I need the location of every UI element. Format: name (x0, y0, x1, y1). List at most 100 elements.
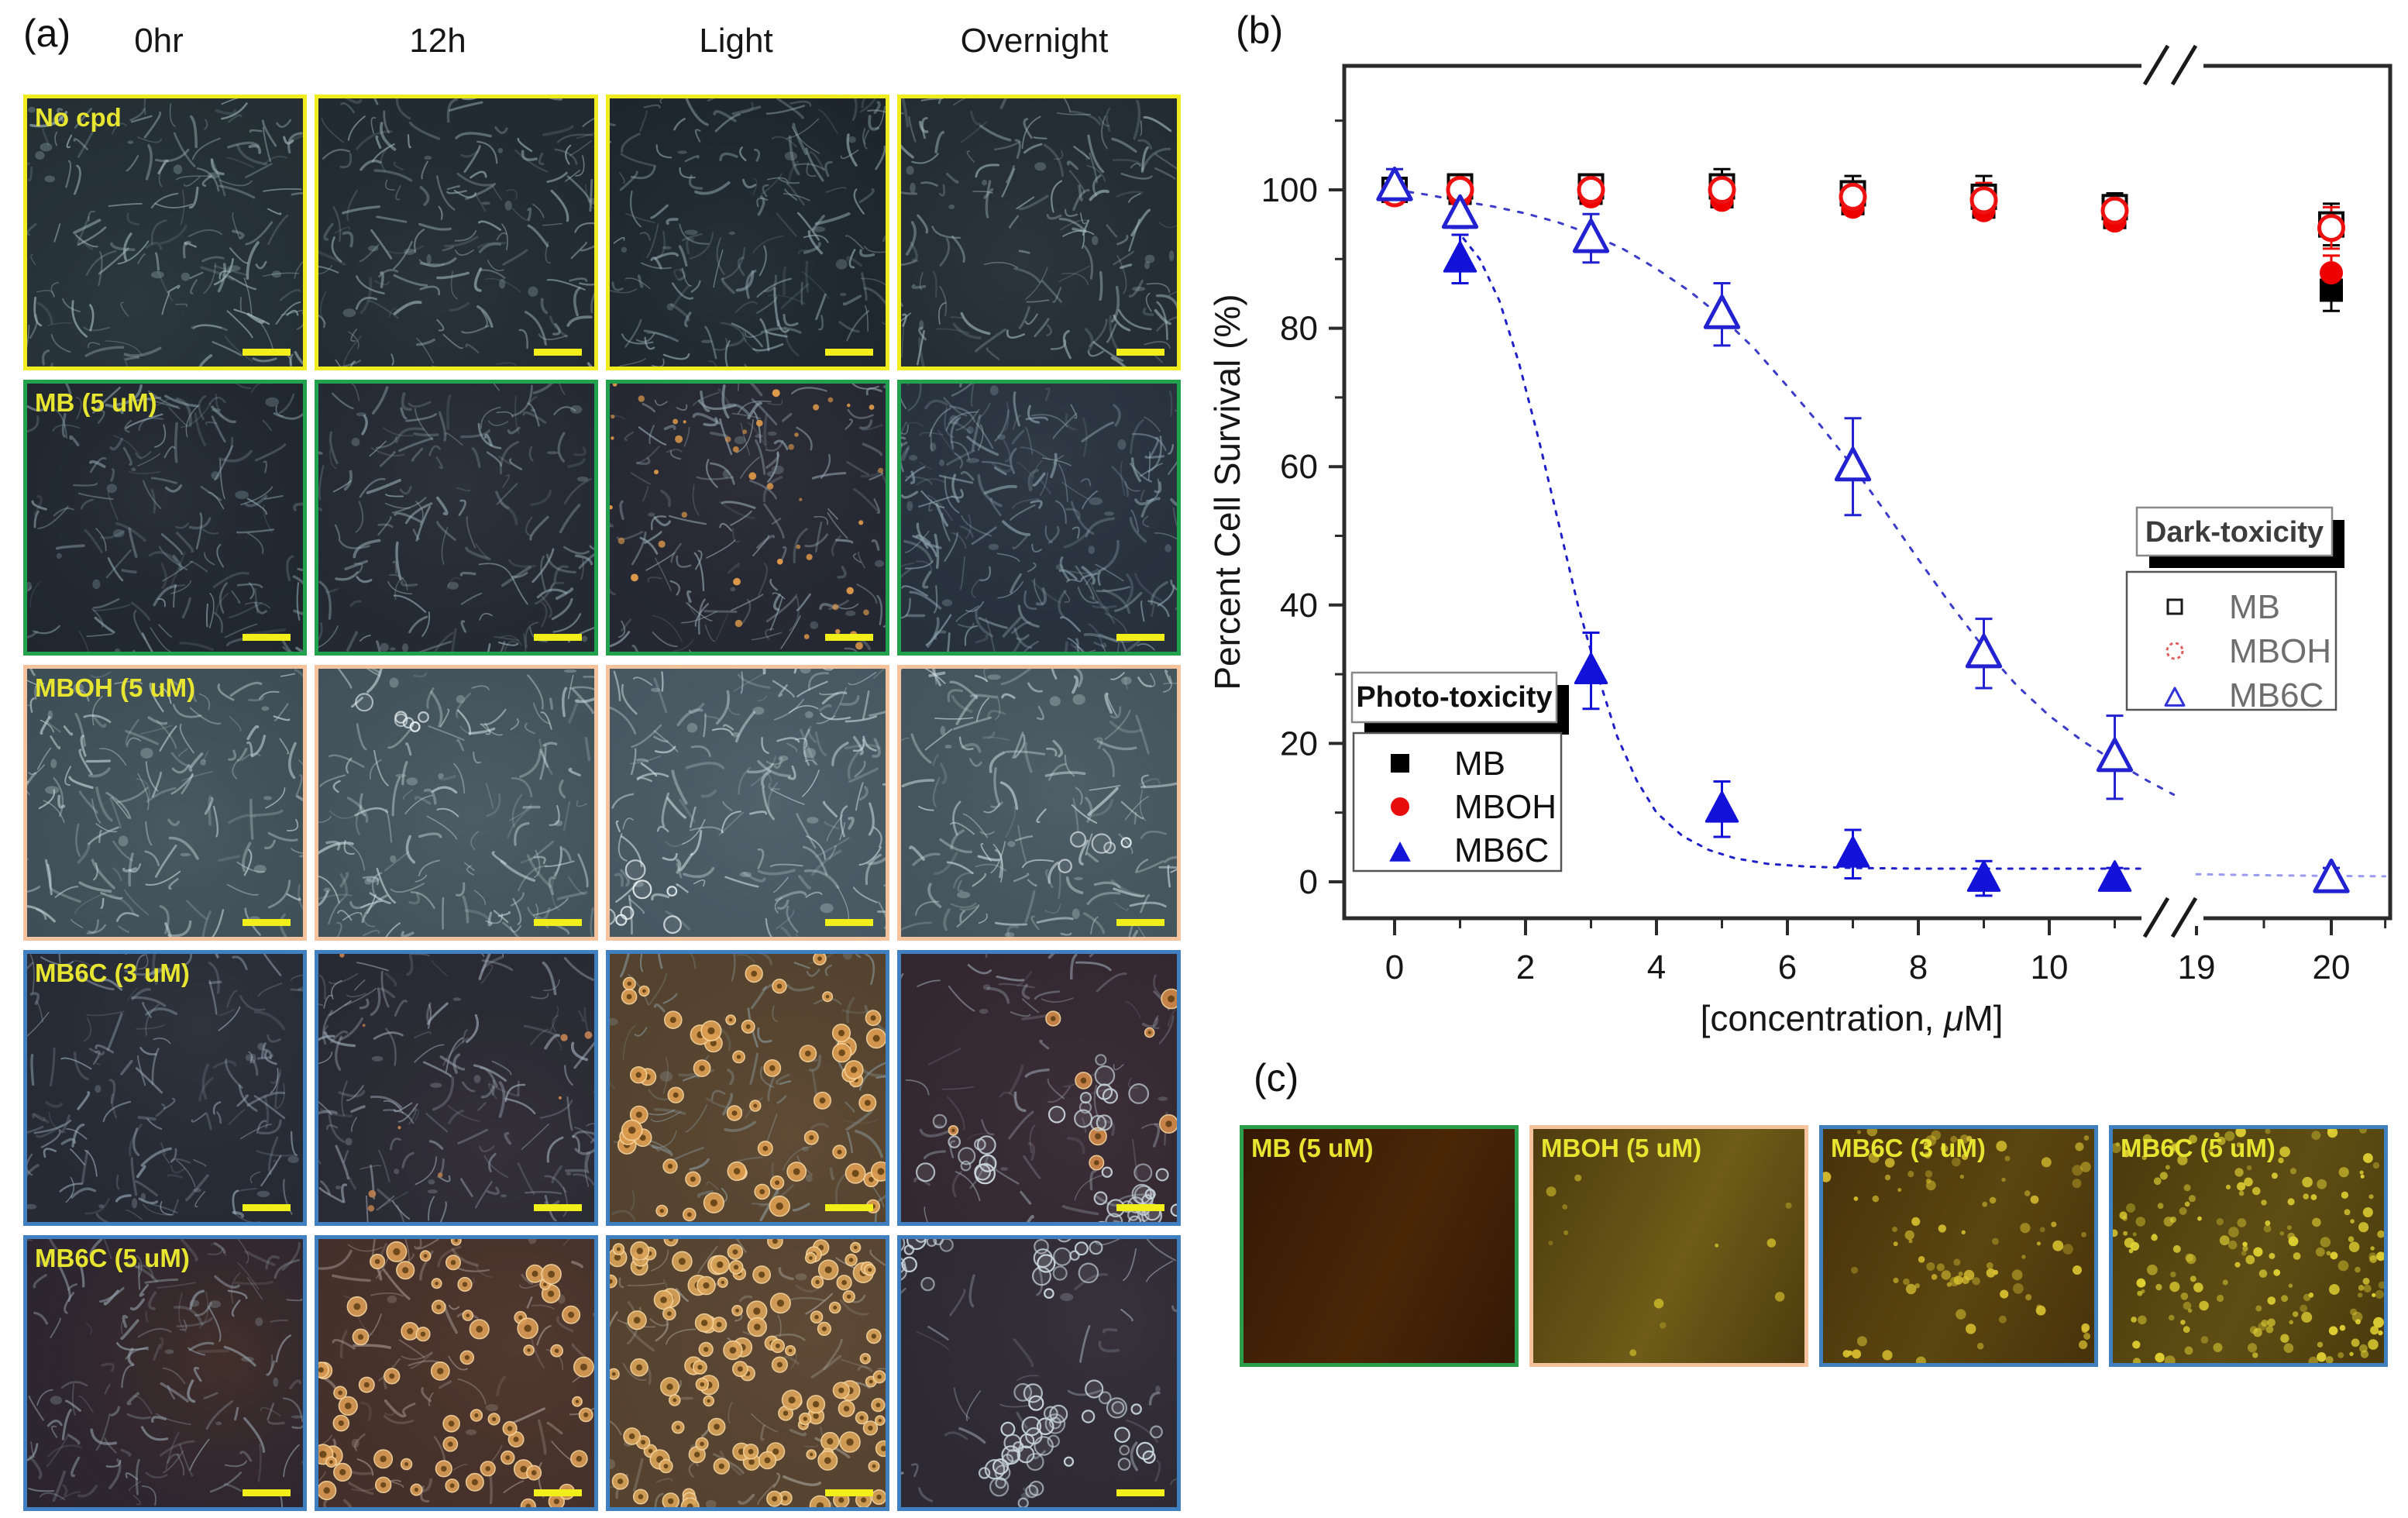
micrograph-tile (606, 95, 889, 370)
svg-text:Photo-toxicity: Photo-toxicity (1356, 681, 1552, 714)
fluorescence-image (1244, 1129, 1515, 1363)
fit-curve (1462, 237, 2149, 870)
svg-text:MBOH: MBOH (1454, 788, 1557, 826)
micrograph-image (27, 98, 303, 367)
row-label: MBOH (5 uM) (35, 673, 196, 702)
panel-b-label: (b) (1236, 9, 1284, 52)
row-label: MB (5 uM) (35, 388, 157, 417)
micrograph-tile (315, 665, 598, 941)
micrograph-tile (606, 380, 889, 656)
fluorescence-image (2113, 1129, 2384, 1363)
micrograph-tile (897, 665, 1181, 941)
fluorescent-cells (2113, 1129, 2384, 1363)
svg-text:4: 4 (1647, 948, 1666, 986)
scale-bar (825, 349, 873, 356)
scale-bar (534, 1489, 582, 1496)
column-header-overnight: Overnight (960, 22, 1109, 60)
survival-chart: 0 20 40 60 80 100 0 2 4 6 8 10 19 20 Percent Cell Surv… (1209, 44, 2393, 1038)
svg-text:80: 80 (1280, 310, 1318, 348)
fluorescence-image (1533, 1129, 1804, 1363)
micrograph-image (901, 954, 1177, 1222)
micrograph-image (318, 384, 594, 652)
micrograph-tile: MB6C (5 uM) (23, 1235, 307, 1511)
column-header-0hr: 0hr (134, 22, 184, 60)
micrograph-image (318, 669, 594, 937)
tile-label: MB6C (3 uM) (1831, 1134, 1986, 1162)
micrograph-image (901, 98, 1177, 367)
scale-bar (825, 919, 873, 926)
micrograph-tile (315, 1235, 598, 1511)
svg-text:8: 8 (1909, 948, 1928, 986)
micrograph-image (27, 954, 303, 1222)
svg-text:0: 0 (1299, 863, 1318, 901)
svg-text:MB6C: MB6C (2229, 676, 2324, 714)
fluorescent-cells (1823, 1129, 2091, 1363)
micrograph-tile (897, 950, 1181, 1226)
micrograph-image (610, 954, 886, 1222)
fluorescence-image (1823, 1129, 2094, 1363)
micrograph-image (27, 384, 303, 652)
micrograph-image (610, 1239, 886, 1507)
scale-bar (243, 1489, 291, 1496)
svg-text:2: 2 (1516, 948, 1535, 986)
column-header-light: Light (699, 22, 773, 60)
micrograph-tile (315, 95, 598, 370)
micrograph-tile (606, 665, 889, 941)
micrograph-image (318, 98, 594, 367)
svg-text:40: 40 (1280, 587, 1318, 625)
scale-bar (534, 1204, 582, 1211)
micrograph-image (27, 1239, 303, 1507)
svg-text:MBOH: MBOH (2229, 632, 2331, 670)
micrograph-tile: No cpd (23, 95, 307, 370)
column-header-12h: 12h (409, 22, 466, 60)
micrograph-tile (315, 380, 598, 656)
scale-bar (534, 919, 582, 926)
svg-text:20: 20 (2313, 948, 2351, 986)
svg-text:Dark-toxicity: Dark-toxicity (2145, 516, 2324, 549)
svg-text:6: 6 (1778, 948, 1797, 986)
scale-bar (825, 634, 873, 641)
scale-bar (1116, 349, 1164, 356)
scale-bar (825, 1204, 873, 1211)
fluorescent-cells (1546, 1174, 1792, 1357)
svg-text:19: 19 (2178, 948, 2216, 986)
scale-bar (1116, 634, 1164, 641)
scale-bar (243, 919, 291, 926)
panel-a-label: (a) (23, 12, 71, 55)
scale-bar (1116, 919, 1164, 926)
legend-photo-toxicity: Photo-toxicity MB MBOH MB6C (1350, 671, 1569, 873)
micrograph-tile (606, 1235, 889, 1511)
scale-bar (825, 1489, 873, 1496)
micrograph-image (27, 669, 303, 937)
y-axis-label: Percent Cell Survival (%) (1209, 294, 1247, 690)
tile-label: MBOH (5 uM) (1541, 1134, 1702, 1162)
micrograph-tile: MB (5 uM) (23, 380, 307, 656)
tile-label: MB (5 uM) (1251, 1134, 1374, 1162)
fluorescence-tile: MB6C (5 uM) (2109, 1125, 2388, 1367)
svg-text:60: 60 (1280, 448, 1318, 486)
micrograph-image (318, 1239, 594, 1507)
row-label: MB6C (3 uM) (35, 959, 190, 987)
scale-bar (1116, 1489, 1164, 1496)
micrograph-tile: MBOH (5 uM) (23, 665, 307, 941)
svg-text:100: 100 (1261, 171, 1318, 209)
legend-dark-toxicity: Dark-toxicity MB MBOH MB6C (2125, 506, 2344, 714)
fit-curve (2195, 873, 2387, 878)
svg-text:20: 20 (1280, 725, 1318, 762)
fluorescence-tile: MBOH (5 uM) (1529, 1125, 1808, 1367)
scale-bar (534, 634, 582, 641)
micrograph-image (901, 669, 1177, 937)
panel-c-label: (c) (1254, 1056, 1299, 1100)
svg-text:10: 10 (2031, 948, 2069, 986)
micrograph-image (318, 954, 594, 1222)
scale-bar (243, 634, 291, 641)
micrograph-image (610, 669, 886, 937)
row-label: MB6C (5 uM) (35, 1244, 190, 1272)
svg-text:0: 0 (1385, 948, 1404, 986)
tile-label: MB6C (5 uM) (2121, 1134, 2276, 1162)
micrograph-image (610, 384, 886, 652)
micrograph-tile (897, 1235, 1181, 1511)
micrograph-image (901, 1239, 1177, 1507)
scale-bar (1116, 1204, 1164, 1211)
